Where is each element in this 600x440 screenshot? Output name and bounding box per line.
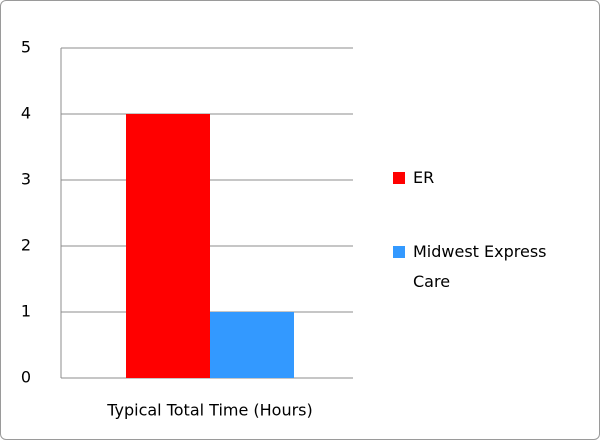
y-tick-label: 3 xyxy=(21,170,31,189)
bar xyxy=(126,114,210,378)
x-tick-label: Typical Total Time (Hours) xyxy=(106,401,313,420)
legend-item: Midwest Express Care xyxy=(393,237,583,297)
legend-label: ER xyxy=(413,168,435,187)
y-tick-label: 4 xyxy=(21,104,31,123)
y-tick-label: 5 xyxy=(21,38,31,57)
legend-swatch xyxy=(393,246,405,258)
legend-swatch xyxy=(393,172,405,184)
bar xyxy=(210,312,294,378)
y-tick-label: 0 xyxy=(21,368,31,387)
y-tick-label: 1 xyxy=(21,302,31,321)
legend-item: ER xyxy=(393,163,583,193)
y-tick-label: 2 xyxy=(21,236,31,255)
legend-label: Midwest Express Care xyxy=(413,242,547,291)
